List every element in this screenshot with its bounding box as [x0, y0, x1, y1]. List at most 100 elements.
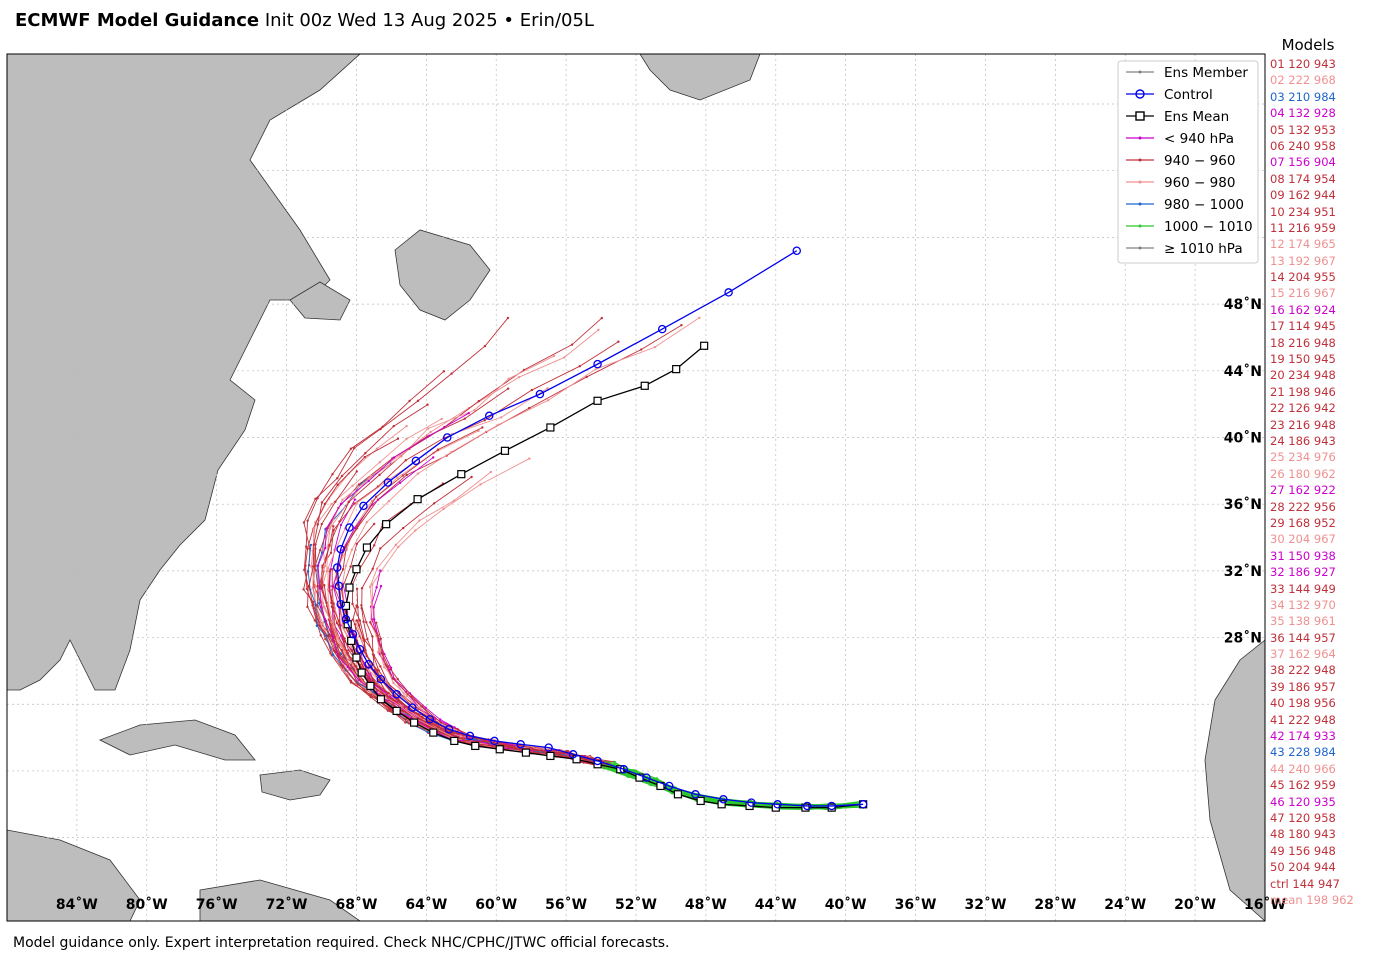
ens-member-point: [546, 387, 549, 390]
models-list: 01 120 943 02 222 968 03 210 984 04 132 928…: [1270, 56, 1375, 908]
control-point: [341, 614, 351, 624]
ens-mean-point: [672, 365, 681, 374]
control-point: [345, 523, 354, 532]
ens-member-point: [365, 621, 368, 624]
ens-member-point: [353, 502, 356, 505]
ens-member-point: [440, 417, 443, 421]
ens-member-point: [332, 525, 335, 528]
control-line: [336, 250, 864, 807]
ens-member-point: [397, 692, 400, 695]
ens-member-point: [310, 565, 313, 568]
ens-member-point: [368, 693, 371, 696]
model-row: 50 204 944: [1270, 860, 1336, 875]
ens-member-point: [302, 521, 306, 524]
control-point: [593, 756, 602, 766]
ens-mean-point: [392, 706, 401, 716]
ens-member-point: [316, 564, 320, 567]
legend-label: Ens Member: [1164, 65, 1248, 81]
ens-member-point: [530, 388, 534, 392]
ens-member-point: [656, 778, 659, 781]
ens-member-point: [365, 654, 368, 658]
model-row: 01 120 943: [1270, 57, 1336, 71]
control-point: [408, 703, 417, 712]
model-row: 20 234 948: [1270, 368, 1336, 383]
ens-member-point: [368, 585, 372, 589]
ens-member-point: [418, 519, 421, 522]
ens-member-point: [404, 459, 407, 462]
ens-member-point: [333, 650, 337, 654]
control-point: [827, 801, 836, 811]
ens-member-point: [312, 543, 316, 547]
ens-member-point: [340, 649, 344, 652]
control-point: [593, 359, 602, 369]
models-heading: Models: [1281, 36, 1335, 54]
ens-member-point: [442, 507, 445, 511]
ens-member-point: [334, 500, 337, 504]
ens-member-point: [343, 650, 347, 654]
model-row: 12 174 965: [1270, 237, 1336, 252]
model-row: 44 240 966: [1270, 761, 1336, 776]
ens-member-point: [353, 498, 357, 501]
model-row: 05 132 953: [1270, 122, 1336, 137]
model-row: 02 222 968: [1270, 73, 1336, 88]
ens-member-point: [377, 691, 380, 694]
lon-tick-label: 48˚W: [685, 896, 727, 913]
control-point: [691, 790, 700, 799]
ens-member-point: [459, 735, 462, 738]
ens-member-point: [698, 316, 701, 319]
ens-member-point: [563, 356, 566, 359]
ens-member-point: [404, 696, 407, 699]
ens-mean-point: [640, 381, 649, 390]
ens-member-point: [306, 547, 309, 550]
ens-member-point: [408, 399, 411, 403]
ens-member-point: [311, 565, 315, 568]
ens-mean-point: [696, 796, 705, 806]
ens-member-point: [396, 437, 400, 440]
ens-member-point: [450, 450, 453, 454]
ens-member-point: [363, 455, 366, 459]
ens-mean-point: [345, 583, 354, 592]
ens-member-point: [349, 447, 353, 450]
ens-member-point: [398, 481, 402, 484]
ens-member-point: [327, 604, 330, 607]
ens-member-point: [350, 649, 353, 653]
ens-member-point: [400, 455, 403, 458]
ens-member-point: [416, 399, 420, 403]
lon-tick-label: 32˚W: [964, 896, 1006, 913]
control-point: [348, 629, 358, 639]
ens-member-point: [600, 316, 603, 320]
ens-mean-point: [413, 495, 422, 504]
lat-tick-label: 32˚N: [1224, 563, 1262, 580]
model-row: 09 162 944: [1270, 188, 1336, 203]
ens-member-point: [335, 621, 339, 625]
ens-member-point: [597, 328, 600, 332]
ens-member-point: [309, 543, 313, 547]
ens-member-point: [428, 434, 431, 437]
ens-member-point: [410, 716, 413, 720]
legend: Ens Member Control Ens Mean < 940 hPa 940 − …: [1117, 60, 1259, 264]
ens-member-point: [314, 584, 317, 588]
ens-member-point: [336, 476, 339, 480]
ens-member-point: [331, 653, 335, 656]
ens-member-point: [328, 544, 331, 547]
ens-member-point: [570, 343, 574, 346]
ens-member-point: [313, 619, 317, 622]
ens-member-point: [316, 604, 319, 608]
ens-mean-point: [471, 741, 480, 751]
model-row: 28 222 956: [1270, 499, 1336, 514]
ens-member-point: [328, 570, 332, 573]
model-row: 15 216 967: [1270, 286, 1336, 301]
model-row: 48 180 943: [1270, 827, 1336, 842]
ens-member-point: [566, 750, 570, 753]
control-point: [444, 725, 454, 734]
ens-member-point: [339, 523, 343, 527]
chart-title-bold: ECMWF Model Guidance: [15, 10, 260, 31]
longitude-labels: 84˚W 80˚W 76˚W 72˚W 68˚W 64˚W 60˚W 56˚W 52˚W 48˚W…: [56, 896, 1286, 913]
footer-disclaimer: Model guidance only. Expert interpretati…: [13, 935, 670, 951]
control-point: [544, 743, 553, 752]
ens-mean-point: [429, 728, 438, 737]
lat-tick-label: 28˚N: [1224, 630, 1262, 647]
ens-member-point: [340, 474, 344, 478]
ens-member-point: [320, 501, 324, 504]
